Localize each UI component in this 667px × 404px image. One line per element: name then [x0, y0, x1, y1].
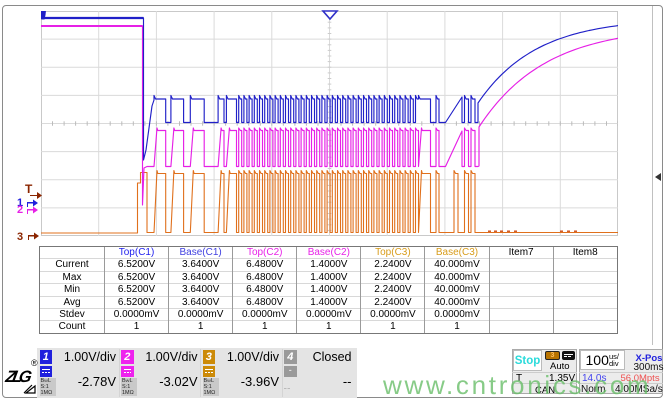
svg-text:ZLG: ZLG — [3, 367, 33, 386]
svg-text:®: ® — [31, 358, 38, 368]
